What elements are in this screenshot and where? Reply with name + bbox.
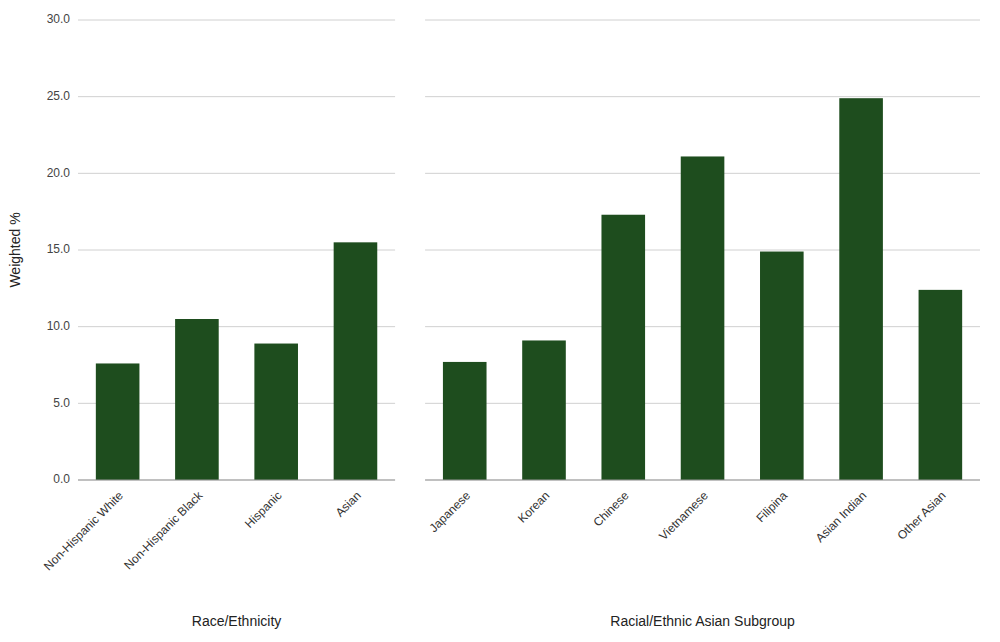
bar	[254, 344, 298, 480]
bar	[839, 98, 883, 480]
grid-line	[78, 480, 395, 481]
x-tick-label: Non-Hispanic White	[41, 488, 126, 573]
grid-line	[78, 20, 395, 21]
x-tick-label: Other Asian	[894, 488, 948, 542]
bar	[919, 290, 963, 480]
x-tick-label: Asian	[333, 488, 364, 519]
y-tick-label: 0.0	[53, 472, 70, 486]
bars	[96, 242, 377, 480]
bar	[681, 156, 725, 480]
y-tick-label: 30.0	[47, 12, 71, 26]
grid-line	[425, 96, 980, 97]
x-tick-label: Non-Hispanic Black	[121, 488, 206, 573]
x-axis-line	[78, 480, 395, 481]
y-axis-label: Weighted %	[7, 212, 23, 287]
x-axis-line	[425, 480, 980, 481]
panel: Japanese Korean Chinese Vietnamese Filipina A…	[425, 20, 980, 629]
y-tick-label: 10.0	[47, 319, 71, 333]
bar	[96, 363, 140, 480]
bar	[175, 319, 219, 480]
panel: 0.0 5.0 10.0 15.0 20.0 25.0 30.0 Non-Hispanic W…	[7, 12, 395, 629]
x-tick-label: Filipina	[753, 488, 790, 525]
x-tick-label: Korean	[515, 488, 552, 525]
x-axis-label: Race/Ethnicity	[192, 613, 281, 629]
grid-line	[78, 96, 395, 97]
x-axis-label: Racial/Ethnic Asian Subgroup	[610, 613, 795, 629]
x-tick-label: Japanese	[426, 488, 473, 535]
bar	[601, 215, 645, 480]
bar	[443, 362, 487, 480]
bar	[760, 252, 804, 480]
bars	[443, 98, 962, 480]
grid-line	[425, 20, 980, 21]
x-tick-label: Hispanic	[242, 488, 284, 530]
x-tick-label: Vietnamese	[656, 488, 711, 543]
grid-line	[425, 480, 980, 481]
bar	[334, 242, 378, 480]
y-tick-label: 15.0	[47, 242, 71, 256]
x-tick-label: Asian Indian	[813, 488, 870, 545]
grid-line	[78, 173, 395, 174]
y-tick-label: 25.0	[47, 89, 71, 103]
chart-svg: 0.0 5.0 10.0 15.0 20.0 25.0 30.0 Non-Hispanic W…	[0, 0, 1000, 642]
bar	[522, 340, 566, 480]
chart-container: 0.0 5.0 10.0 15.0 20.0 25.0 30.0 Non-Hispanic W…	[0, 0, 1000, 642]
y-tick-label: 5.0	[53, 396, 70, 410]
x-tick-label: Chinese	[591, 488, 632, 529]
y-tick-label: 20.0	[47, 166, 71, 180]
